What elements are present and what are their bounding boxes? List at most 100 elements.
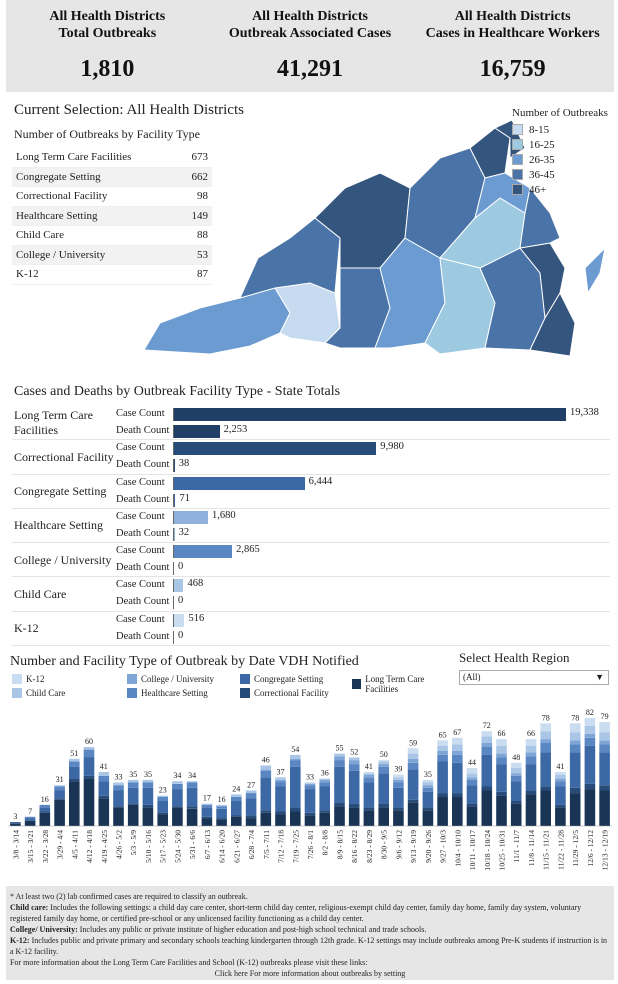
bar-segment[interactable] (525, 764, 537, 791)
bar-segment[interactable] (142, 782, 154, 788)
bar-segment[interactable] (231, 794, 242, 797)
cases-deaths-row[interactable]: Child Care Case Count 468 Death Count 0 (12, 577, 610, 612)
bar-segment[interactable] (201, 807, 213, 817)
bar-segment[interactable] (290, 766, 301, 808)
bar-segment[interactable] (290, 807, 301, 812)
bar-segment[interactable] (584, 745, 596, 784)
bar-segment[interactable] (348, 757, 360, 761)
bar-segment[interactable] (407, 769, 419, 800)
bar-segment[interactable] (231, 797, 242, 801)
cases-deaths-row[interactable]: Congregate Setting Case Count 6,444 Death C… (12, 475, 610, 509)
bar-segment[interactable] (525, 794, 537, 826)
bar-segment[interactable] (525, 745, 537, 753)
case-bar[interactable] (174, 613, 185, 627)
bar-segment[interactable] (290, 760, 301, 767)
bar-segment[interactable] (555, 804, 566, 808)
table-row[interactable]: Correctional Facility 98 (12, 187, 212, 207)
case-bar[interactable] (174, 442, 377, 456)
bar-segment[interactable] (216, 819, 227, 826)
bar-segment[interactable] (540, 731, 551, 740)
bar-segment[interactable] (481, 736, 493, 743)
bar-segment[interactable] (186, 782, 198, 788)
table-row[interactable]: College / University 53 (12, 245, 212, 265)
bar-segment[interactable] (157, 814, 168, 826)
bar-segment[interactable] (599, 790, 610, 826)
bar-segment[interactable] (393, 777, 404, 780)
bar-segment[interactable] (510, 803, 522, 826)
table-row[interactable]: Congregate Setting 662 (12, 167, 212, 187)
bar-segment[interactable] (54, 799, 65, 826)
bar-segment[interactable] (540, 723, 551, 732)
bar-segment[interactable] (275, 777, 286, 780)
bar-segment[interactable] (348, 764, 360, 771)
bar-segment[interactable] (304, 783, 316, 786)
bar-segment[interactable] (510, 776, 522, 782)
bar-segment[interactable] (245, 798, 257, 816)
district-region[interactable] (529, 291, 576, 357)
bar-segment[interactable] (569, 740, 581, 745)
bar-segment[interactable] (275, 811, 286, 815)
bar-segment[interactable] (10, 823, 21, 826)
bar-segment[interactable] (348, 770, 360, 804)
bar-segment[interactable] (157, 801, 168, 813)
bar-segment[interactable] (510, 801, 522, 804)
bar-segment[interactable] (393, 807, 404, 811)
case-bar[interactable] (174, 476, 305, 490)
bar-segment[interactable] (172, 806, 183, 808)
bar-segment[interactable] (510, 768, 522, 774)
bar-segment[interactable] (422, 807, 434, 811)
bar-segment[interactable] (584, 789, 596, 826)
bar-segment[interactable] (584, 733, 596, 738)
virginia-health-district-map[interactable] (140, 118, 610, 363)
bar-segment[interactable] (142, 787, 154, 805)
bar-segment[interactable] (481, 731, 493, 737)
bar-segment[interactable] (378, 764, 389, 767)
bar-segment[interactable] (407, 758, 419, 763)
bar-segment[interactable] (481, 747, 493, 755)
map-legend-item[interactable]: 46+ (512, 182, 608, 197)
bar-segment[interactable] (69, 758, 80, 762)
bar-segment[interactable] (290, 754, 301, 759)
bar-segment[interactable] (231, 801, 242, 816)
bar-segment[interactable] (481, 754, 493, 787)
table-row[interactable]: Long Term Care Facilities 673 (12, 148, 212, 168)
bar-segment[interactable] (304, 812, 316, 816)
bar-segment[interactable] (245, 818, 257, 826)
bar-segment[interactable] (496, 753, 507, 758)
bar-segment[interactable] (39, 811, 51, 813)
bar-segment[interactable] (157, 797, 168, 801)
bar-segment[interactable] (127, 779, 139, 783)
map-legend-item[interactable]: 16-25 (512, 137, 608, 152)
bar-segment[interactable] (496, 791, 507, 796)
bar-segment[interactable] (437, 761, 448, 794)
bar-segment[interactable] (24, 816, 36, 819)
timeline-legend-item[interactable]: Congregate Setting (240, 674, 323, 684)
bar-segment[interactable] (496, 764, 507, 792)
bar-segment[interactable] (54, 790, 65, 799)
bar-segment[interactable] (555, 781, 566, 787)
bar-segment[interactable] (510, 773, 522, 776)
bar-segment[interactable] (201, 818, 213, 826)
bar-segment[interactable] (304, 789, 316, 813)
bar-segment[interactable] (584, 725, 596, 734)
bar-segment[interactable] (540, 743, 551, 753)
bar-segment[interactable] (422, 782, 434, 786)
bar-segment[interactable] (142, 804, 154, 808)
bar-segment[interactable] (304, 782, 316, 784)
district-region[interactable] (584, 246, 606, 295)
map-legend-item[interactable]: 8-15 (512, 122, 608, 137)
bar-segment[interactable] (466, 779, 478, 786)
bar-segment[interactable] (599, 732, 610, 741)
bar-segment[interactable] (113, 807, 124, 826)
case-bar[interactable] (174, 545, 233, 559)
bar-segment[interactable] (599, 744, 610, 753)
bar-segment[interactable] (186, 781, 198, 783)
bar-segment[interactable] (245, 790, 257, 793)
bar-segment[interactable] (186, 806, 198, 809)
bar-segment[interactable] (334, 802, 345, 807)
bar-segment[interactable] (510, 781, 522, 801)
bar-segment[interactable] (172, 807, 183, 826)
bar-segment[interactable] (466, 777, 478, 780)
bar-segment[interactable] (569, 793, 581, 826)
death-bar[interactable] (174, 493, 176, 507)
